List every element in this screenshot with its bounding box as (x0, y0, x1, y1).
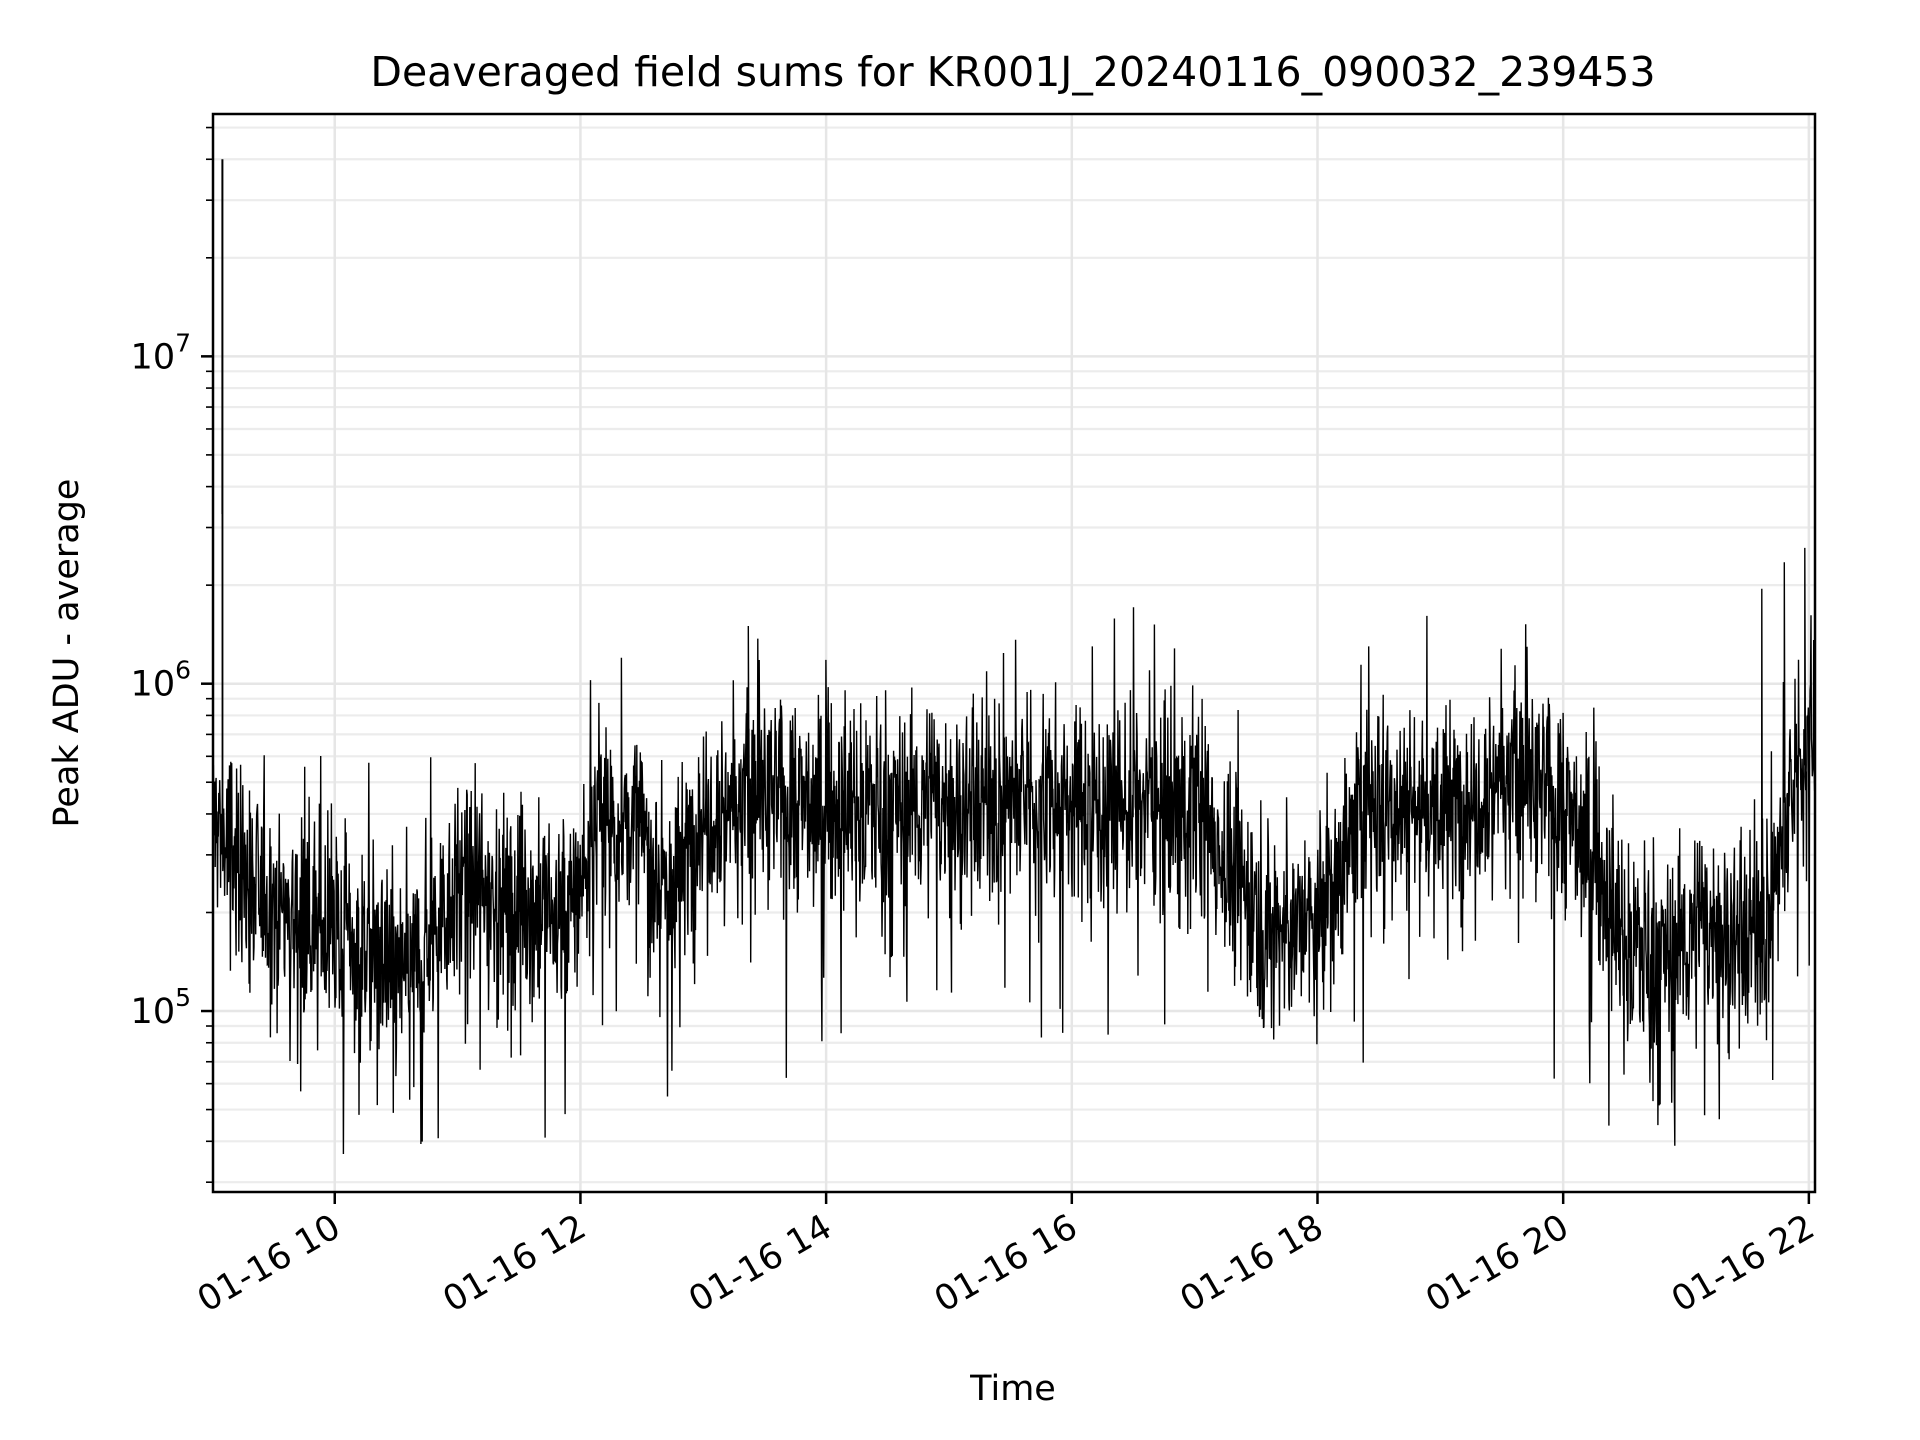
x-tick-label: 01-16 16 (928, 1207, 1084, 1320)
x-tick-label: 01-16 18 (1174, 1207, 1330, 1320)
plot-frame (211, 112, 1817, 1194)
x-axis-label: Time (969, 1369, 1056, 1409)
x-tick-label: 01-16 12 (437, 1207, 593, 1320)
y-tick-label: 107 (131, 328, 191, 377)
y-axis-label: Peak ADU - average (47, 479, 87, 828)
series-layer (213, 159, 1815, 1155)
y-tick-label: 105 (131, 983, 191, 1032)
x-tick-label: 01-16 14 (682, 1207, 838, 1320)
chart-title: Deaveraged field sums for KR001J_2024011… (370, 48, 1655, 96)
x-tick-label: 01-16 22 (1665, 1207, 1821, 1320)
x-tick-label: 01-16 10 (191, 1207, 347, 1320)
y-tick-label: 106 (131, 656, 191, 705)
y-axis: 105 106 107 (131, 126, 213, 1183)
series-line (213, 159, 1815, 1155)
grid (213, 114, 1815, 1192)
x-tick-label: 01-16 20 (1419, 1207, 1575, 1320)
x-axis: 01-16 10 01-16 12 01-16 14 01-16 16 01-16 18… (191, 1192, 1821, 1320)
